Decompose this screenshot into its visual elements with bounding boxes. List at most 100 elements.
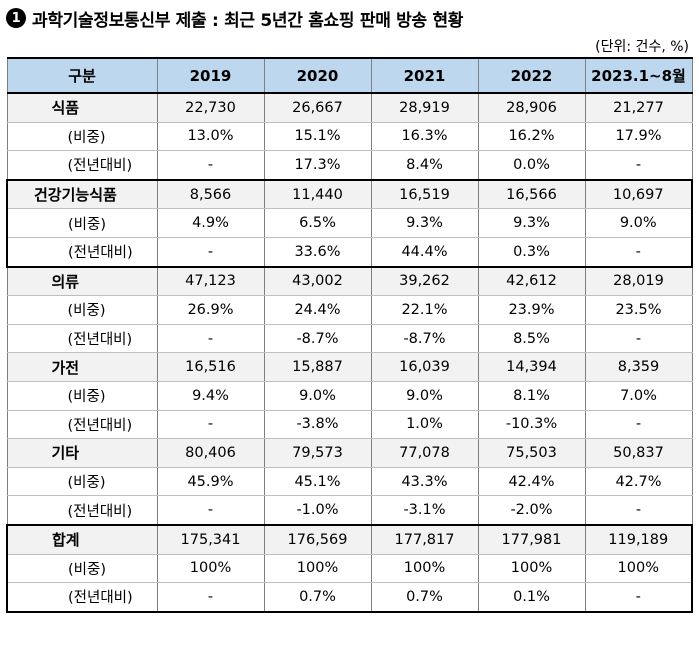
value-cell: 26,667: [263, 92, 372, 123]
value-cell: 79,573: [263, 438, 372, 468]
value-cell: -: [584, 237, 693, 268]
value-cell: 9.4%: [156, 381, 265, 411]
value-cell: 39,262: [370, 266, 479, 297]
value-cell: -: [584, 150, 693, 181]
share-row: (비중) 4.9% 6.5% 9.3% 9.3% 9.0%: [6, 208, 693, 238]
yoy-row: (전년대비) -0.7% 0.7% 0.1% -: [6, 582, 693, 613]
value-cell: 119,189: [584, 523, 693, 555]
value-cell: 8.1%: [477, 381, 586, 411]
yoy-row: (전년대비) -17.3% 8.4% 0.0% -: [6, 150, 693, 181]
sub-label: (전년대비): [6, 495, 158, 526]
table-body: 식품 22,730 26,667 28,919 28,906 21,277 (비중) 13.0…: [6, 92, 693, 613]
value-cell: 47,123: [156, 266, 265, 297]
header-year: 2021: [370, 57, 479, 94]
sub-label: (전년대비): [6, 150, 158, 181]
value-cell: -: [584, 410, 693, 440]
sub-label: (비중): [6, 467, 158, 497]
value-cell: 16.2%: [477, 122, 586, 152]
value-cell: 1.0%: [370, 410, 479, 440]
value-cell: 0.1%: [477, 582, 586, 613]
sub-label: (전년대비): [6, 237, 158, 268]
title-text: 과학기술정보통신부 제출 : 최근 5년간 홈쇼핑 판매 방송 현황: [32, 10, 464, 31]
value-cell: 80,406: [156, 438, 265, 468]
value-cell: 177,981: [477, 523, 586, 555]
category-label: 식품: [6, 92, 158, 123]
value-cell: 175,341: [156, 523, 265, 555]
sub-label: (비중): [6, 554, 158, 584]
yoy-row: (전년대비) - -3.8% 1.0% -10.3% -: [6, 410, 693, 440]
value-cell: -: [584, 582, 693, 613]
sub-label: (전년대비): [6, 410, 158, 440]
category-row: 기타 80,406 79,573 77,078 75,503 50,837: [6, 438, 693, 468]
value-cell: 43.3%: [370, 467, 479, 497]
value-cell: 45.1%: [263, 467, 372, 497]
value-cell: 100%: [584, 554, 693, 584]
value-cell: 16,039: [370, 352, 479, 382]
value-cell: -10.3%: [477, 410, 586, 440]
sub-label: (비중): [6, 208, 158, 238]
value-cell: -: [156, 495, 265, 526]
header-row: 구분 2019 2020 2021 2022 2023.1~8월: [6, 57, 693, 94]
value-cell: -: [156, 237, 265, 268]
value-cell: 177,817: [370, 523, 479, 555]
share-row: (비중) 45.9% 45.1% 43.3% 42.4% 42.7%: [6, 467, 693, 497]
value-cell: 28,919: [370, 92, 479, 123]
value-cell: 100%: [370, 554, 479, 584]
value-cell: 11,440: [263, 178, 372, 210]
value-cell: 17.9%: [584, 122, 693, 152]
value-cell: 0.3%: [477, 237, 586, 268]
value-cell: -: [156, 150, 265, 181]
value-cell: 17.3%: [263, 150, 372, 181]
category-row: 의류 47,123 43,002 39,262 42,612 28,019: [6, 266, 693, 297]
header-year: 2022: [477, 57, 586, 94]
value-cell: -1.0%: [263, 495, 372, 526]
value-cell: 16,519: [370, 178, 479, 210]
page-title: 1 과학기술정보통신부 제출 : 최근 5년간 홈쇼핑 판매 방송 현황: [6, 4, 463, 32]
category-label: 의류: [6, 266, 158, 297]
unit-note: (단위: 건수, %): [595, 39, 689, 55]
value-cell: 16,516: [156, 352, 265, 382]
value-cell: 14,394: [477, 352, 586, 382]
value-cell: 42,612: [477, 266, 586, 297]
value-cell: 0.0%: [477, 150, 586, 181]
value-cell: 8.4%: [370, 150, 479, 181]
value-cell: 9.3%: [370, 208, 479, 238]
value-cell: -8.7%: [370, 324, 479, 354]
value-cell: 176,569: [263, 523, 372, 555]
value-cell: 8,359: [584, 352, 693, 382]
category-label: 건강기능식품: [6, 178, 158, 210]
value-cell: -: [584, 324, 693, 354]
value-cell: -: [584, 495, 693, 526]
category-label: 기타: [6, 438, 158, 468]
value-cell: 28,019: [584, 266, 693, 297]
sub-label: (전년대비): [6, 324, 158, 354]
value-cell: 42.7%: [584, 467, 693, 497]
value-cell: 100%: [477, 554, 586, 584]
share-row: (비중) 26.9% 24.4% 22.1% 23.9% 23.5%: [6, 295, 693, 325]
value-cell: -2.0%: [477, 495, 586, 526]
value-cell: 13.0%: [156, 122, 265, 152]
sub-label: (비중): [6, 381, 158, 411]
value-cell: 22,730: [156, 92, 265, 123]
value-cell: -8.7%: [263, 324, 372, 354]
value-cell: 24.4%: [263, 295, 372, 325]
value-cell: -3.8%: [263, 410, 372, 440]
value-cell: -: [156, 324, 265, 354]
value-cell: 6.5%: [263, 208, 372, 238]
value-cell: 100%: [263, 554, 372, 584]
yoy-row: (전년대비) - -1.0% -3.1% -2.0% -: [6, 495, 693, 526]
value-cell: 100%: [156, 554, 265, 584]
category-label: 합계: [6, 523, 158, 555]
value-cell: 9.0%: [263, 381, 372, 411]
value-cell: 10,697: [584, 178, 693, 210]
value-cell: 77,078: [370, 438, 479, 468]
value-cell: 4.9%: [156, 208, 265, 238]
value-cell: 16.3%: [370, 122, 479, 152]
value-cell: 9.0%: [370, 381, 479, 411]
category-row: 가전 16,516 15,887 16,039 14,394 8,359: [6, 352, 693, 382]
value-cell: 45.9%: [156, 467, 265, 497]
value-cell: 22.1%: [370, 295, 479, 325]
value-cell: 16,566: [477, 178, 586, 210]
value-cell: 75,503: [477, 438, 586, 468]
value-cell: 23.5%: [584, 295, 693, 325]
